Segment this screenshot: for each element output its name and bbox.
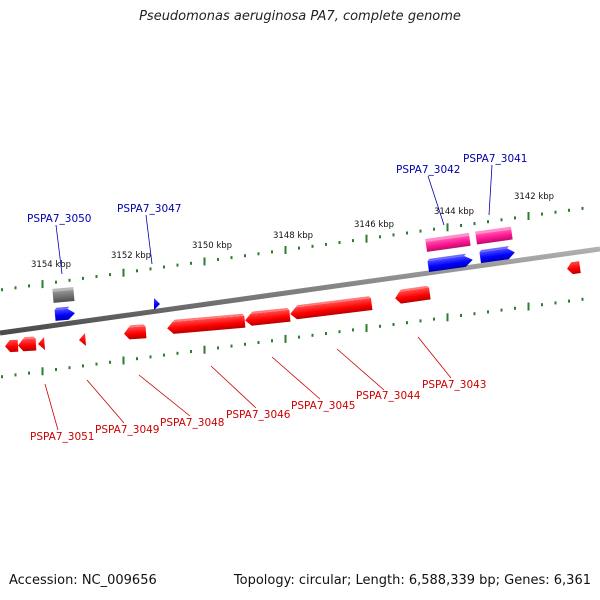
forward-genes <box>52 226 515 321</box>
label-PSPA7-3041: PSPA7_3041 <box>463 153 528 165</box>
scale-label-3146: 3146 kbp <box>354 220 394 230</box>
gene-PSPA7-3049[interactable] <box>79 333 86 346</box>
scale-label-3144: 3144 kbp <box>434 207 474 217</box>
gene-right-edge[interactable] <box>566 261 581 275</box>
gene-PSPA7-3047[interactable] <box>154 298 160 310</box>
label-PSPA7-3044: PSPA7_3044 <box>356 390 421 402</box>
scale-track-upper <box>1 206 584 292</box>
label-PSPA7-3042: PSPA7_3042 <box>396 164 461 176</box>
gene-PSPA7-3042[interactable] <box>427 253 473 273</box>
genome-title: Pseudomonas aeruginosa PA7, complete gen… <box>139 9 461 24</box>
scale-label-3154: 3154 kbp <box>31 260 71 270</box>
gene-PSPA7-3046[interactable] <box>166 313 246 335</box>
label-PSPA7-3047: PSPA7_3047 <box>117 203 182 215</box>
gene-PSPA7-3051a[interactable] <box>18 336 37 352</box>
scale-label-3148: 3148 kbp <box>273 231 313 241</box>
label-PSPA7-3048: PSPA7_3048 <box>160 417 225 429</box>
reverse-genes <box>5 261 581 353</box>
gene-PSPA7-3050[interactable] <box>54 306 75 321</box>
gene-PSPA7-3045[interactable] <box>244 307 291 327</box>
label-PSPA7-3046: PSPA7_3046 <box>226 409 291 421</box>
gene-PSPA7-3042-rna[interactable] <box>425 232 471 252</box>
gene-PSPA7-3043[interactable] <box>394 285 431 305</box>
label-PSPA7-3051: PSPA7_3051 <box>30 431 95 443</box>
gene-PSPA7-3051b[interactable] <box>5 339 19 353</box>
label-PSPA7-3045: PSPA7_3045 <box>291 400 356 412</box>
gene-PSPA7-3048[interactable] <box>123 324 147 340</box>
scale-track-lower <box>1 297 584 379</box>
scale-labels: 3142 kbp 3144 kbp 3146 kbp 3148 kbp 3150… <box>31 192 554 270</box>
accession-text: Accession: NC_009656 <box>9 573 157 588</box>
gene-PSPA7-3041[interactable] <box>479 245 515 264</box>
gene-PSPA7-3044[interactable] <box>289 296 373 320</box>
label-PSPA7-3049: PSPA7_3049 <box>95 424 160 436</box>
gene-pseudo-grey[interactable] <box>52 287 75 303</box>
label-leaders <box>44 164 493 431</box>
topology-summary: Topology: circular; Length: 6,588,339 bp… <box>233 573 591 588</box>
scale-label-3152: 3152 kbp <box>111 251 151 261</box>
gene-PSPA7-3041-rna[interactable] <box>475 226 513 245</box>
gene-PSPA7-3051c[interactable] <box>38 337 45 350</box>
gene-labels: PSPA7_3050 PSPA7_3047 PSPA7_3042 PSPA7_3… <box>27 153 528 443</box>
scale-label-3150: 3150 kbp <box>192 241 232 251</box>
label-PSPA7-3043: PSPA7_3043 <box>422 379 487 391</box>
label-PSPA7-3050: PSPA7_3050 <box>27 213 92 225</box>
scale-label-3142: 3142 kbp <box>514 192 554 202</box>
genome-backbone <box>0 246 600 336</box>
